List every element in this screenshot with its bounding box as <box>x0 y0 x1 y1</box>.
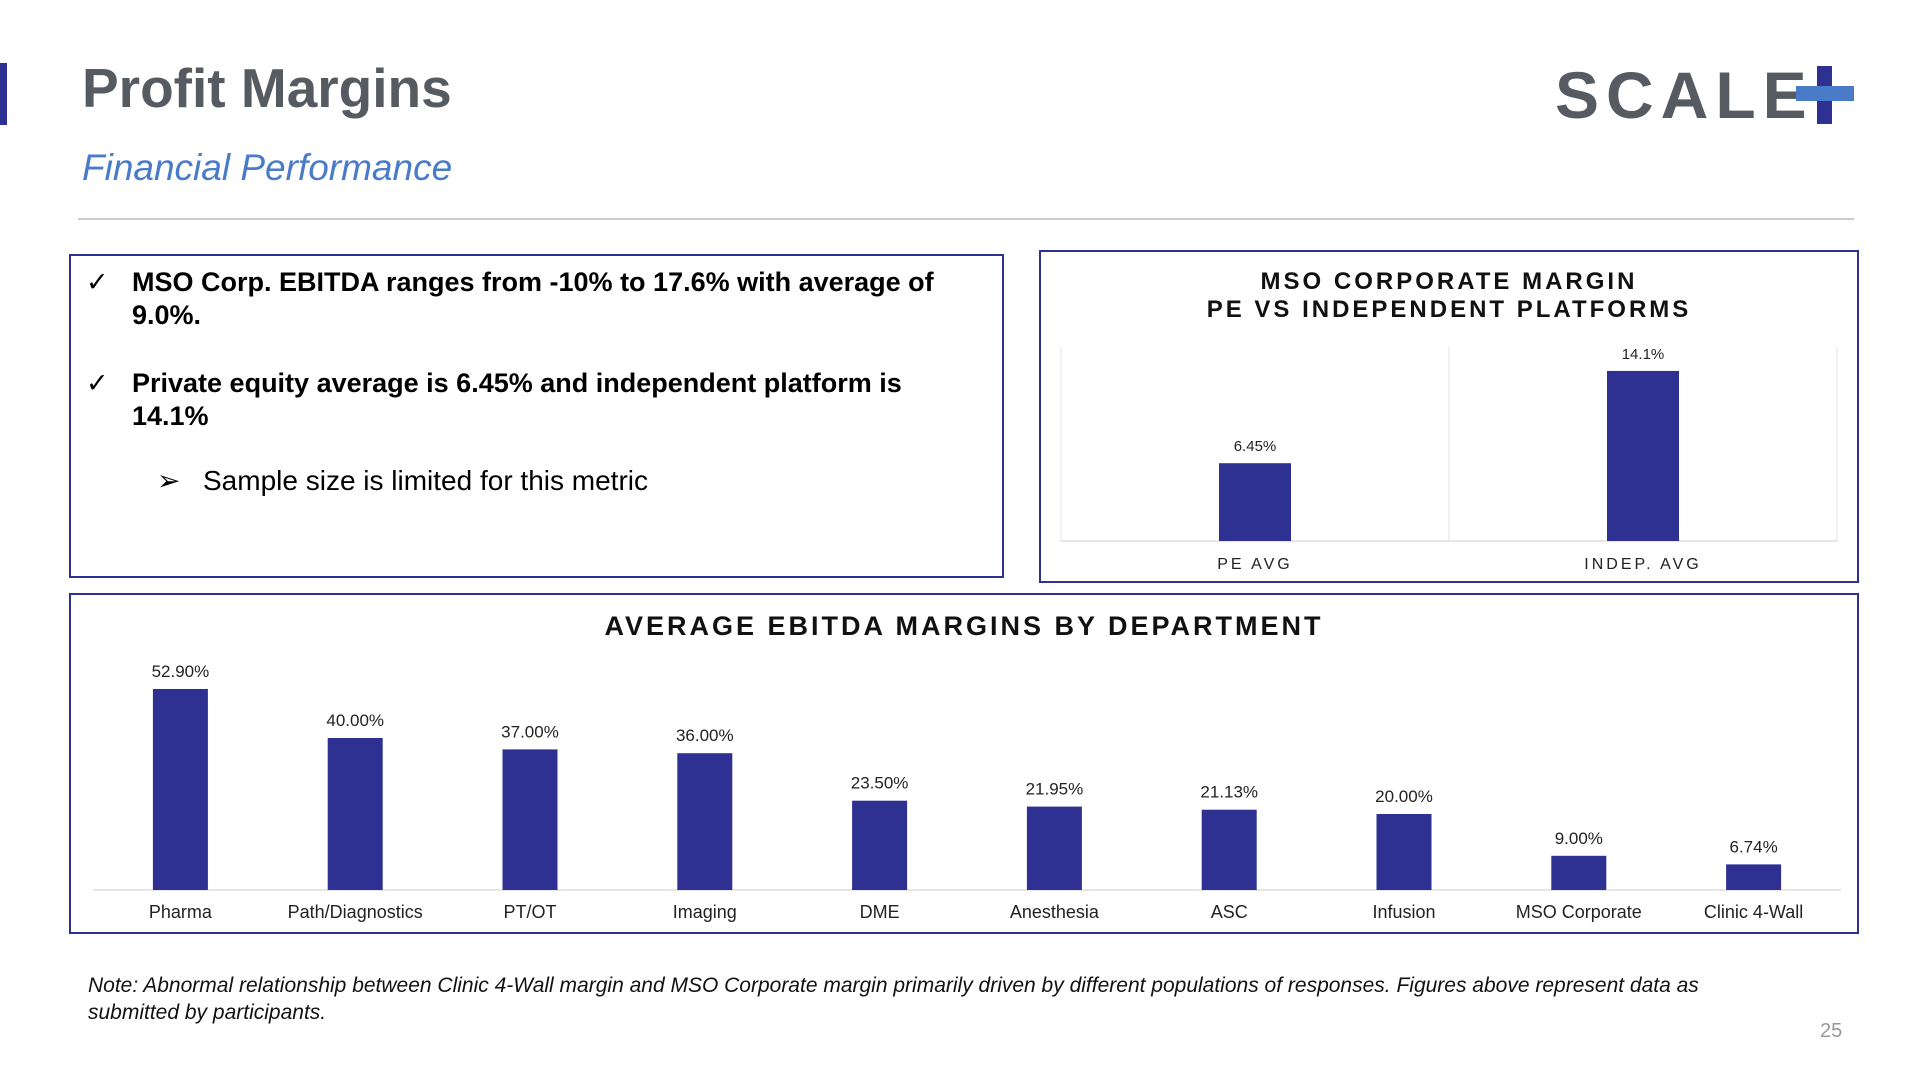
data-label: 52.90% <box>152 662 210 681</box>
chart-title: MSO CORPORATE MARGIN PE VS INDEPENDENT P… <box>1041 268 1857 324</box>
data-label: 23.50% <box>851 774 909 793</box>
bar-indep-avg <box>1607 370 1679 541</box>
data-label: 40.00% <box>326 711 384 730</box>
category-label: Anesthesia <box>1010 902 1100 922</box>
bar-anesthesia <box>1026 806 1082 890</box>
bar-imaging <box>677 753 733 890</box>
bar-pharma <box>152 688 208 890</box>
data-label: 21.95% <box>1026 780 1084 799</box>
bullet-item: ✓ Private equity average is 6.45% and in… <box>86 367 982 433</box>
bar-pe-avg <box>1219 463 1291 541</box>
chart-plot: 52.90% Pharma 40.00% Path/Diagnostics 37.00%… <box>93 662 1841 922</box>
mso-corporate-margin-chart: MSO CORPORATE MARGIN PE VS INDEPENDENT P… <box>1039 250 1859 583</box>
footnote: Note: Abnormal relationship between Clin… <box>88 974 1699 1024</box>
chart-title: AVERAGE EBITDA MARGINS BY DEPARTMENT <box>604 611 1324 641</box>
data-label: 9.00% <box>1555 829 1603 848</box>
plus-icon-bar <box>1796 86 1854 101</box>
page-title: Profit Margins <box>82 57 452 119</box>
chart-title-line-2: PE VS INDEPENDENT PLATFORMS <box>1206 296 1692 323</box>
bar-pt-ot <box>502 749 558 890</box>
category-label: INDEP. AVG <box>1584 556 1701 573</box>
key-findings-box: ✓ MSO Corp. EBITDA ranges from -10% to 1… <box>69 254 1004 578</box>
bullet-item: ✓ MSO Corp. EBITDA ranges from -10% to 1… <box>86 266 982 332</box>
category-label: Clinic 4-Wall <box>1704 902 1803 922</box>
check-icon: ✓ <box>86 267 109 297</box>
bar-infusion <box>1376 814 1432 890</box>
data-label: 36.00% <box>676 726 734 745</box>
data-label: 14.1% <box>1622 346 1665 363</box>
data-label: 6.74% <box>1729 837 1777 856</box>
category-label: MSO Corporate <box>1516 902 1642 922</box>
bullet-text: Private equity average is 6.45% and inde… <box>132 368 902 431</box>
data-label: 20.00% <box>1375 787 1433 806</box>
data-label: 21.13% <box>1200 783 1258 802</box>
arrow-bullet-icon: ➢ <box>157 465 181 496</box>
page-number: 25 <box>1820 1020 1843 1042</box>
bar-mso-corporate <box>1551 855 1607 890</box>
category-label: PE AVG <box>1217 556 1293 573</box>
page-subtitle: Financial Performance <box>82 147 453 188</box>
category-label: Pharma <box>149 902 213 922</box>
data-label: 37.00% <box>501 722 559 741</box>
header-divider <box>78 218 1854 220</box>
category-label: ASC <box>1211 902 1248 922</box>
check-icon: ✓ <box>86 368 109 398</box>
accent-bar <box>0 63 7 125</box>
bar-asc <box>1201 809 1257 890</box>
ebitda-by-department-chart: AVERAGE EBITDA MARGINS BY DEPARTMENT 52.… <box>69 593 1859 934</box>
bar-dme <box>852 800 908 890</box>
scale-logo: SCALE <box>1555 58 1865 128</box>
bullet-text: MSO Corp. EBITDA ranges from -10% to 17.… <box>132 267 934 330</box>
category-label: Path/Diagnostics <box>288 902 423 922</box>
sub-bullet-item: ➢ Sample size is limited for this metric <box>157 464 648 498</box>
category-label: Imaging <box>673 902 737 922</box>
bar-clinic-4-wall <box>1726 864 1782 890</box>
data-label: 6.45% <box>1234 438 1277 455</box>
category-label: DME <box>860 902 900 922</box>
logo-text: SCALE <box>1555 58 1814 132</box>
chart-title-line-1: MSO CORPORATE MARGIN <box>1260 268 1638 295</box>
chart-plot: 6.45% PE AVG 14.1% INDEP. AVG <box>1060 346 1838 573</box>
bar-path-diagnostics <box>327 738 383 890</box>
category-label: Infusion <box>1372 902 1435 922</box>
category-label: PT/OT <box>504 902 557 922</box>
sub-bullet-text: Sample size is limited for this metric <box>203 465 649 496</box>
